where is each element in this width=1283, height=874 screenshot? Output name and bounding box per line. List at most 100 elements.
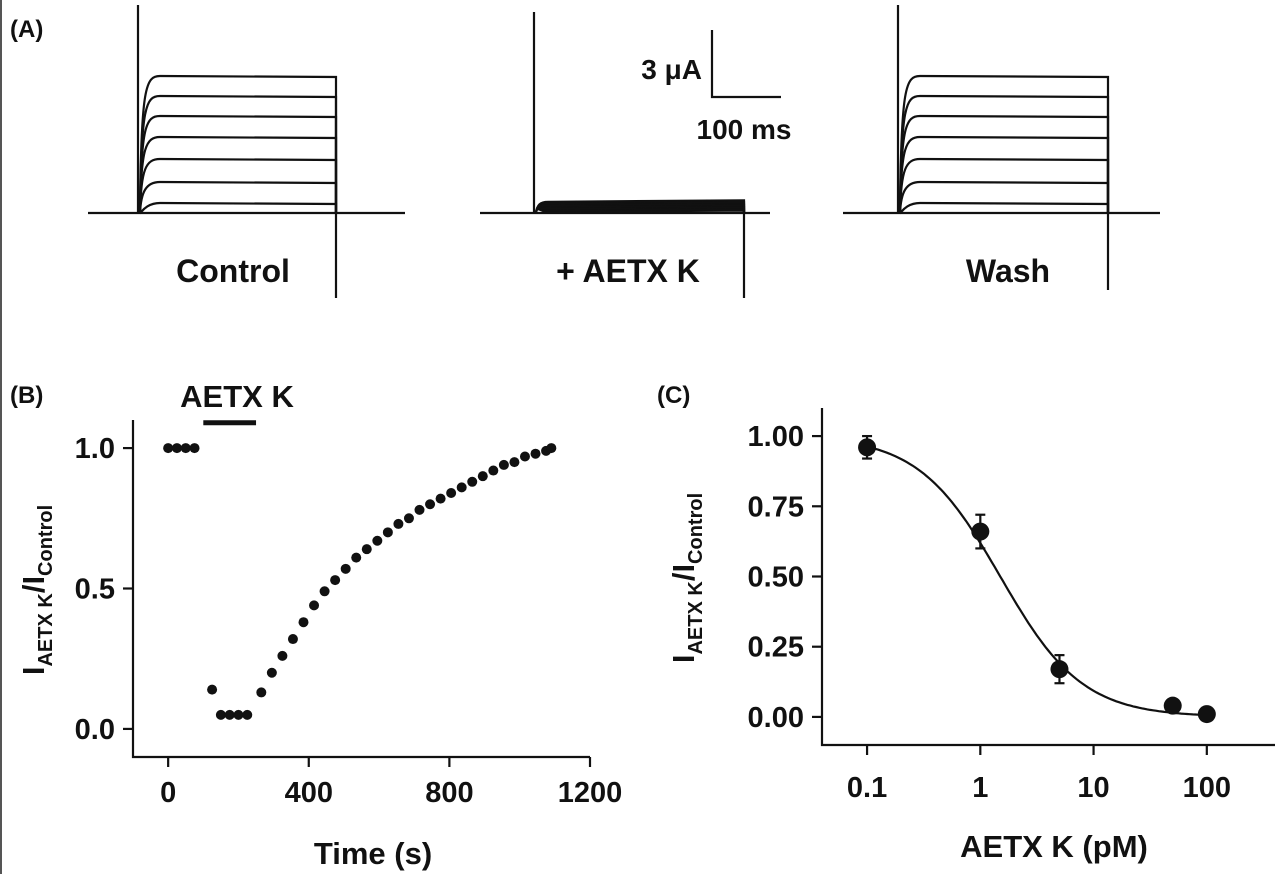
c-ytick-label: 0.50 <box>748 562 804 594</box>
b-data-point <box>277 650 288 661</box>
panel-c-letter: (C) <box>657 382 690 409</box>
b-data-point <box>242 709 253 720</box>
c-data-point <box>971 513 990 550</box>
b-data-point <box>446 488 457 499</box>
wash-trace-4 <box>898 114 1110 214</box>
b-data-point <box>340 563 351 574</box>
b-data-point <box>425 499 436 510</box>
c-data-point <box>1163 696 1182 715</box>
c-marker <box>971 522 990 541</box>
b-data-point <box>180 443 191 454</box>
b-data-point <box>256 687 267 698</box>
b-data-point <box>309 600 320 611</box>
panel-b: (B) AETX K 0.0 0.5 1.0 0 400 800 1200 Time (s… <box>10 379 622 871</box>
current-traces <box>88 5 1160 298</box>
b-data-point <box>372 535 383 546</box>
b-data-point <box>435 493 446 504</box>
b-data-point <box>319 586 330 597</box>
wash-trace-1 <box>898 180 1110 214</box>
b-data-point <box>163 443 174 454</box>
b-data-point <box>393 518 404 529</box>
scale-bar-time: 100 ms <box>697 114 792 145</box>
panel-b-x-ticks: 0 400 800 1200 <box>160 757 622 809</box>
panel-c-ylabel-sub2: Control <box>685 493 707 564</box>
panel-b-ylabel-main: I <box>16 667 51 676</box>
panel-a: (A) Control + AETX K Wash 3 μA 100 ms <box>10 5 1160 298</box>
c-xtick-label: 1 <box>972 772 988 804</box>
panel-c-x-axis-title: AETX K (pM) <box>960 829 1148 864</box>
c-marker <box>1050 660 1069 679</box>
panel-c-ylabel-main: I <box>666 655 701 664</box>
c-marker <box>1163 696 1182 715</box>
b-data-point <box>298 617 309 628</box>
panel-b-x-axis-title: Time (s) <box>314 836 432 871</box>
c-ytick-label: 0.75 <box>748 491 804 523</box>
b-data-point <box>189 443 200 454</box>
panel-b-ylabel-sub2: Control <box>35 505 57 576</box>
b-data-point <box>266 667 277 678</box>
c-xtick-label: 100 <box>1183 772 1231 804</box>
control-trace-0 <box>139 201 338 215</box>
panel-c-points <box>858 434 1216 724</box>
b-data-point <box>498 459 509 470</box>
b-data-point <box>233 709 244 720</box>
application-bar-label: AETX K <box>180 379 294 414</box>
b-data-point <box>382 527 393 538</box>
b-xtick-label: 0 <box>160 777 176 809</box>
panel-c-fit-curve <box>866 445 1207 717</box>
panel-c-x-ticks: 0.1 1 10 100 <box>847 745 1231 804</box>
panel-b-ylabel-mid: /I <box>16 576 51 593</box>
control-trace-5 <box>138 94 338 214</box>
c-ytick-label: 0.25 <box>748 632 804 664</box>
panel-c-ylabel-mid: /I <box>666 564 701 581</box>
panel-c-axes <box>820 408 1275 747</box>
control-trace-4 <box>138 114 338 214</box>
c-xtick-label: 10 <box>1077 772 1109 804</box>
wash-trace-3 <box>898 135 1110 214</box>
b-data-point <box>171 443 182 454</box>
b-data-point <box>215 709 226 720</box>
b-data-point <box>414 504 425 515</box>
c-ytick-label: 0.00 <box>748 702 804 734</box>
b-data-point <box>488 465 499 476</box>
b-data-point <box>456 482 467 493</box>
scale-bar: 3 μA 100 ms <box>641 30 791 145</box>
b-data-point <box>361 544 372 555</box>
c-data-point <box>1050 654 1069 685</box>
panel-b-y-ticks: 0.0 0.5 1.0 <box>75 433 133 746</box>
panel-b-points <box>163 443 557 720</box>
wash-trace-6 <box>898 74 1110 214</box>
panel-b-axes <box>131 420 590 759</box>
c-data-point <box>858 434 877 460</box>
c-marker <box>858 438 877 457</box>
b-data-point <box>477 471 488 482</box>
b-xtick-label: 800 <box>425 777 473 809</box>
wash-trace-0 <box>899 201 1110 215</box>
control-trace-1 <box>138 180 338 214</box>
b-data-point <box>207 684 218 695</box>
panel-b-ylabel-sub1: AETX K <box>35 593 57 667</box>
panel-c-ylabel-sub1: AETX K <box>685 581 707 655</box>
control-trace-3 <box>138 135 338 214</box>
control-trace-6 <box>138 74 338 214</box>
c-xtick-label: 0.1 <box>847 772 887 804</box>
b-data-point <box>330 575 341 586</box>
scale-bar-current: 3 μA <box>641 54 702 85</box>
panel-b-letter: (B) <box>10 382 43 409</box>
b-data-point <box>403 513 414 524</box>
panel-a-letter: (A) <box>10 16 43 43</box>
c-ytick-label: 1.00 <box>748 421 804 453</box>
b-data-point <box>519 451 530 462</box>
panel-c-y-axis-title: IAETX K/IControl <box>666 493 707 663</box>
c-data-point <box>1197 705 1216 724</box>
condition-label-aetx: + AETX K <box>556 253 700 289</box>
b-xtick-label: 1200 <box>558 777 623 809</box>
b-ytick-label: 1.0 <box>75 433 115 465</box>
b-data-point <box>351 552 362 563</box>
condition-label-wash: Wash <box>966 253 1050 289</box>
b-ytick-label: 0.5 <box>75 574 115 606</box>
b-data-point <box>530 448 541 459</box>
b-data-point <box>287 634 298 645</box>
scale-bar-lines <box>710 30 781 99</box>
panel-c: (C) 0.00 0.25 0.50 0.75 1.00 0.1 1 10 100 AETX … <box>657 382 1275 864</box>
